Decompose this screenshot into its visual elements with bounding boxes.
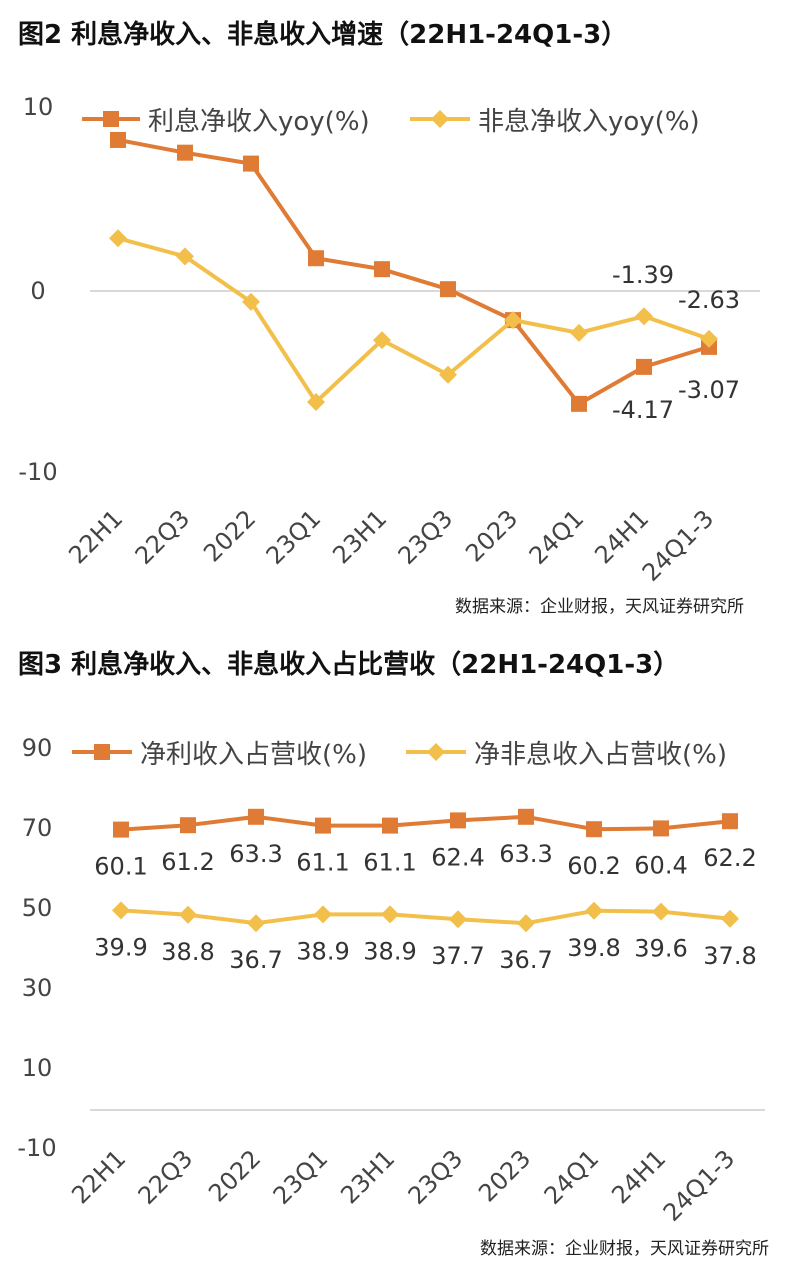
data-point xyxy=(518,808,534,825)
data-point xyxy=(653,820,669,837)
y-tick-label: 30 xyxy=(22,974,53,1002)
y-tick-label: 70 xyxy=(22,814,53,842)
series-line xyxy=(117,137,710,406)
legend-label: 非息净收入yoy(%) xyxy=(478,107,700,137)
data-point xyxy=(571,395,587,412)
data-label: -3.07 xyxy=(678,376,740,404)
data-point xyxy=(700,329,718,348)
data-label: 60.1 xyxy=(94,853,147,881)
data-label: 61.1 xyxy=(296,849,349,877)
data-point xyxy=(179,905,197,924)
data-point xyxy=(382,817,398,834)
data-point xyxy=(439,365,457,384)
legend-marker xyxy=(431,110,449,128)
data-point xyxy=(314,905,332,924)
x-tick-label: 24Q1-3 xyxy=(658,1144,740,1226)
data-point xyxy=(721,909,739,928)
y-tick-label: -10 xyxy=(18,458,57,486)
data-label: 61.1 xyxy=(363,849,416,877)
figure-title: 图3 利息净收入、非息收入占比营收（22H1-24Q1-3） xyxy=(18,650,680,680)
data-point xyxy=(248,808,264,825)
data-point xyxy=(517,914,535,933)
data-point xyxy=(308,250,324,267)
x-tick-label: 24H1 xyxy=(606,1144,671,1209)
data-label: 63.3 xyxy=(499,840,552,868)
data-point xyxy=(570,323,588,342)
y-tick-label: 50 xyxy=(22,894,53,922)
data-point xyxy=(450,812,466,829)
data-point xyxy=(440,281,456,298)
data-point xyxy=(381,905,399,924)
x-tick-label: 23H1 xyxy=(335,1144,400,1209)
data-point xyxy=(180,817,196,834)
source-note: 数据来源：企业财报，天风证券研究所 xyxy=(480,1239,769,1259)
data-label: 37.8 xyxy=(703,942,756,970)
x-tick-label: 23Q3 xyxy=(403,1144,469,1210)
x-tick-label: 22Q3 xyxy=(133,1144,199,1210)
data-point xyxy=(109,229,127,248)
data-label: 38.9 xyxy=(296,937,349,965)
data-point xyxy=(586,821,602,838)
data-label: 61.2 xyxy=(161,848,214,876)
data-point xyxy=(585,901,603,920)
y-tick-label: 0 xyxy=(30,277,45,305)
data-label: 39.9 xyxy=(94,933,147,961)
y-tick-label: 10 xyxy=(23,93,54,121)
data-point xyxy=(722,813,738,830)
data-point xyxy=(247,914,265,933)
data-label: 39.6 xyxy=(634,935,687,963)
data-label: 36.7 xyxy=(229,946,282,974)
x-tick-label: 24Q1 xyxy=(539,1144,605,1210)
data-point xyxy=(113,821,129,838)
y-tick-label: -10 xyxy=(17,1134,56,1162)
data-label: -4.17 xyxy=(612,396,674,424)
data-point xyxy=(307,393,325,412)
data-label: 60.2 xyxy=(567,852,620,880)
y-tick-label: 90 xyxy=(22,734,53,762)
series-line xyxy=(120,814,731,832)
data-label: -2.63 xyxy=(678,286,740,314)
data-label: 62.4 xyxy=(431,843,484,871)
data-point xyxy=(374,261,390,278)
data-label: 39.8 xyxy=(567,934,620,962)
data-point xyxy=(177,144,193,161)
data-label: 38.8 xyxy=(161,938,214,966)
data-label: 60.4 xyxy=(634,851,687,879)
data-label: -1.39 xyxy=(612,261,674,289)
source-note: 数据来源：企业财报，天风证券研究所 xyxy=(455,597,744,617)
x-tick-label: 2022 xyxy=(203,1144,266,1207)
data-point xyxy=(504,311,522,330)
x-tick-label: 2023 xyxy=(473,1144,536,1207)
series-line xyxy=(117,236,710,405)
figure-title: 图2 利息净收入、非息收入增速（22H1-24Q1-3） xyxy=(18,20,628,50)
y-tick-label: 10 xyxy=(22,1054,53,1082)
data-point xyxy=(449,910,467,929)
data-label: 62.2 xyxy=(703,844,756,872)
series-line xyxy=(120,908,731,926)
data-point xyxy=(652,902,670,921)
data-label: 63.3 xyxy=(229,840,282,868)
data-point xyxy=(315,817,331,834)
x-tick-label: 22H1 xyxy=(66,1144,131,1209)
data-point xyxy=(635,307,653,326)
data-label: 37.7 xyxy=(431,942,484,970)
data-point xyxy=(112,901,130,920)
legend-label: 利息净收入yoy(%) xyxy=(148,107,370,137)
data-point xyxy=(242,292,260,311)
data-label: 38.9 xyxy=(363,937,416,965)
data-label: 36.7 xyxy=(499,946,552,974)
x-tick-label: 23Q1 xyxy=(268,1144,334,1210)
data-point xyxy=(176,247,194,266)
data-point xyxy=(110,131,126,148)
legend-label: 净利收入占营收(%) xyxy=(140,740,367,770)
legend-marker xyxy=(427,743,445,761)
data-point xyxy=(243,155,259,172)
legend-label: 净非息收入占营收(%) xyxy=(474,740,727,770)
data-point xyxy=(636,358,652,375)
data-point xyxy=(373,331,391,350)
legend-marker xyxy=(103,111,119,127)
legend-marker xyxy=(94,744,110,760)
